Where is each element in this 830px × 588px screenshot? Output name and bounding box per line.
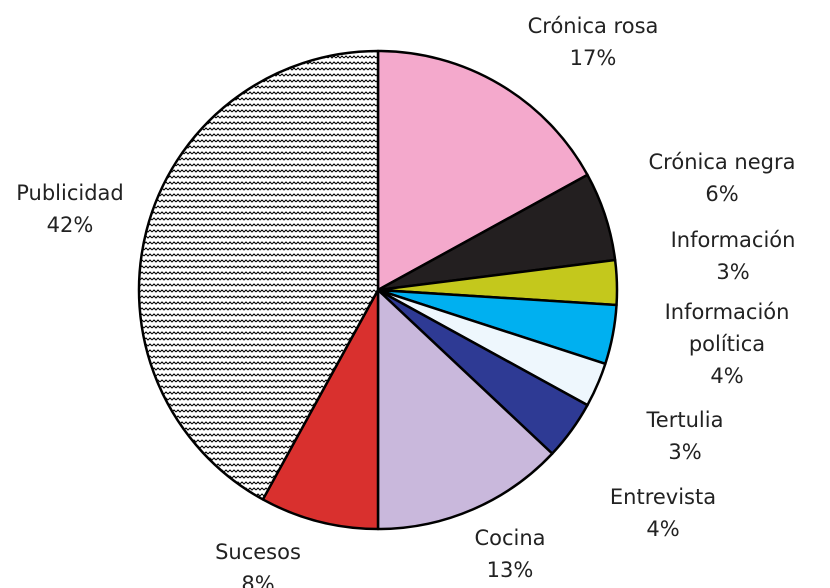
slice-label: Crónica rosa 17%	[528, 10, 659, 74]
category-label: Entrevista	[609, 485, 717, 509]
pie-slice	[137, 49, 380, 501]
slice-label: Información política 4%	[642, 296, 812, 392]
slice-label: Cocina 13%	[474, 522, 545, 586]
pie-slice	[376, 49, 589, 292]
value-label: 6%	[705, 182, 739, 206]
pie-slice	[376, 288, 554, 531]
value-label: 3%	[716, 260, 750, 284]
category-label: Publicidad	[16, 181, 124, 205]
category-label: Crónica negra	[648, 150, 796, 174]
category-label: Tertulia	[646, 408, 724, 432]
value-label: 8%	[241, 572, 275, 588]
category-label: Sucesos	[215, 540, 301, 564]
category-label: Crónica rosa	[527, 14, 659, 38]
slice-label: Crónica negra 6%	[649, 146, 796, 210]
slice-label: Entrevista 4%	[610, 481, 716, 545]
value-label: 4%	[710, 364, 744, 388]
slice-label: Publicidad 42%	[16, 177, 124, 241]
category-label: Información	[670, 228, 796, 252]
value-label: 17%	[569, 46, 617, 70]
slice-label: Información 3%	[671, 224, 796, 288]
pie-slice	[261, 288, 380, 531]
value-label: 13%	[486, 558, 534, 582]
category-label: Cocina	[474, 526, 546, 550]
category-label: Información política	[664, 300, 790, 356]
slice-label: Tertulia 3%	[647, 404, 724, 468]
value-label: 4%	[646, 517, 680, 541]
value-label: 42%	[46, 213, 94, 237]
slice-label: Sucesos 8%	[215, 536, 301, 588]
value-label: 3%	[668, 440, 702, 464]
